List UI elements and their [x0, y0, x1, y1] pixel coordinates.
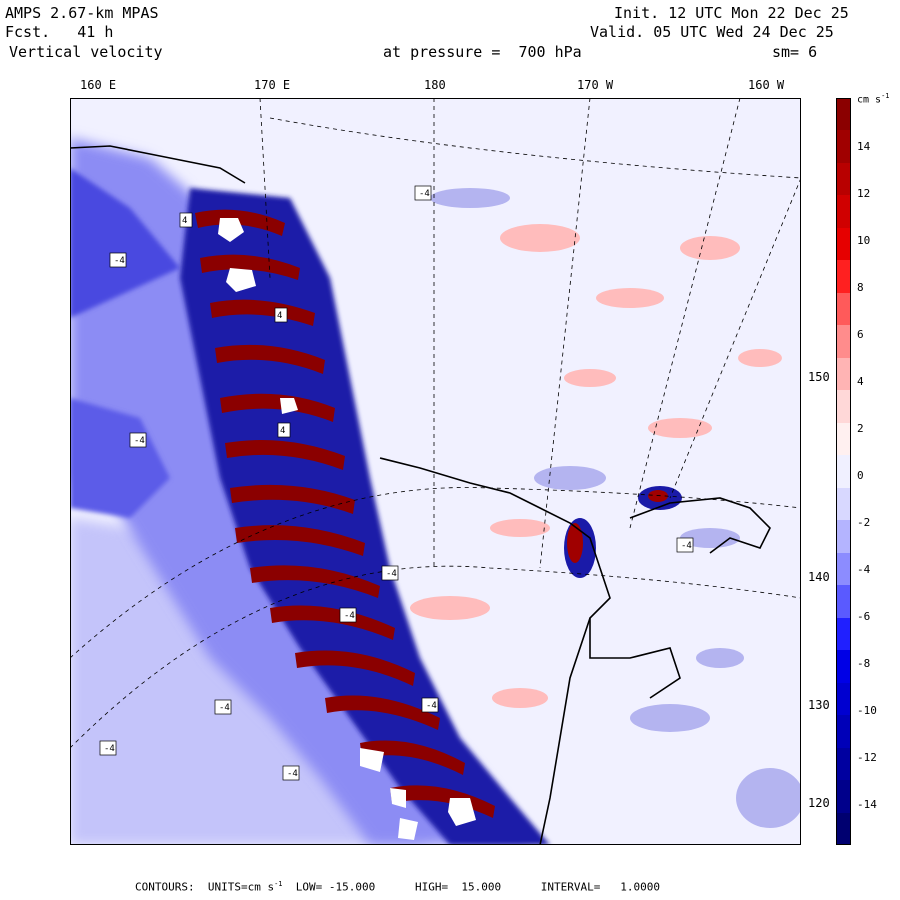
west-downdraft-band [70, 398, 170, 518]
colorbar-segment [836, 552, 851, 586]
lon-label-170e: 170 E [254, 78, 291, 92]
forecast-hour: Fcst. 41 h [5, 23, 114, 41]
contour-label: 4 [277, 311, 282, 321]
colorbar-segment [836, 422, 851, 456]
contour-label: -4 [681, 541, 692, 551]
contour-label: -4 [419, 189, 430, 199]
colorbar-frame [836, 98, 851, 845]
coastlines [70, 145, 771, 845]
colorbar-tick-label: 2 [857, 422, 864, 435]
map-frame [70, 98, 801, 845]
colorbar-tick-label: 4 [857, 375, 864, 388]
colorbar-tick-label: 10 [857, 234, 871, 247]
lon-label-180: 180 [424, 78, 446, 92]
colorbar-segment [836, 292, 851, 326]
colorbar-segment [836, 98, 851, 131]
colorbar [836, 98, 851, 846]
updraft-stripes [195, 209, 495, 818]
northwest-strong-downdraft [70, 168, 180, 318]
contour-info: CONTOURS: UNITS=cm s-1 LOW= -15.000 HIGH… [135, 880, 661, 894]
valid-time: Valid. 05 UTC Wed 24 Dec 25 [590, 23, 834, 41]
colorbar-segment [836, 455, 851, 489]
colorbar-tick-label: -10 [857, 704, 877, 717]
contour-label: -4 [114, 256, 125, 266]
eastern-convective-cells [564, 486, 682, 578]
colorbar-tick-label: -12 [857, 751, 877, 764]
contour-label: -4 [134, 436, 145, 446]
contour-label: -4 [344, 611, 355, 621]
colorbar-units: cm s-1 [857, 92, 890, 106]
lon-label-160w: 160 W [748, 78, 785, 92]
colorbar-segment [836, 617, 851, 651]
colorbar-segment [836, 130, 851, 164]
lon-label-170w: 170 W [577, 78, 614, 92]
off-scale-patches [218, 218, 476, 840]
colorbar-segment [836, 520, 851, 554]
colorbar-segment [836, 715, 851, 749]
colorbar-segment [836, 227, 851, 261]
colorbar-segment [836, 682, 851, 716]
colorbar-tick-label: -6 [857, 610, 871, 623]
colorbar-tick-label: -14 [857, 798, 877, 811]
colorbar-segment [836, 357, 851, 391]
colorbar-segment [836, 585, 851, 619]
model-title: AMPS 2.67-km MPAS [5, 4, 159, 22]
contour-label: -4 [219, 703, 230, 713]
colorbar-tick-label: -2 [857, 516, 871, 529]
smoothing-value: sm= 6 [772, 43, 818, 61]
colorbar-tick-label: -8 [857, 657, 871, 670]
colorbar-segment [836, 390, 851, 424]
contour-label: 4 [280, 426, 285, 436]
init-time: Init. 12 UTC Mon 22 Dec 25 [614, 4, 849, 22]
contour-label: -4 [287, 769, 298, 779]
colorbar-tick-label: 6 [857, 328, 864, 341]
colorbar-tick-label: -4 [857, 563, 871, 576]
eastern-weak-downdrafts [430, 188, 801, 828]
colorbar-tick-label: 0 [857, 469, 864, 482]
colorbar-tick-label: 14 [857, 140, 871, 153]
colorbar-segment [836, 780, 851, 813]
contour-label: 4 [182, 216, 187, 226]
contour-label: -4 [426, 701, 437, 711]
colorbar-tick-label: 8 [857, 281, 864, 294]
colorbar-segment [836, 747, 851, 781]
colorbar-tick-label: 12 [857, 187, 871, 200]
contour-label: -4 [386, 569, 397, 579]
eastern-weak-updrafts [410, 224, 782, 708]
colorbar-segment [836, 162, 851, 196]
pressure-level: at pressure = 700 hPa [383, 43, 582, 61]
colorbar-segment [836, 812, 851, 846]
colorbar-segment [836, 650, 851, 684]
lon-label-160e: 160 E [80, 78, 117, 92]
contour-label: -4 [104, 744, 115, 754]
variable-name: Vertical velocity [9, 43, 163, 61]
colorbar-segment [836, 260, 851, 294]
colorbar-segment [836, 487, 851, 521]
colorbar-segment [836, 325, 851, 359]
colorbar-segment [836, 195, 851, 229]
graticule [70, 98, 801, 749]
contour-label-boxes: -4 -4 -4 -4 -4 -4 -4 -4 -4 -4 4 4 4 [99, 185, 694, 781]
vertical-velocity-map: -4 -4 -4 -4 -4 -4 -4 -4 -4 -4 4 4 4 [70, 98, 801, 845]
